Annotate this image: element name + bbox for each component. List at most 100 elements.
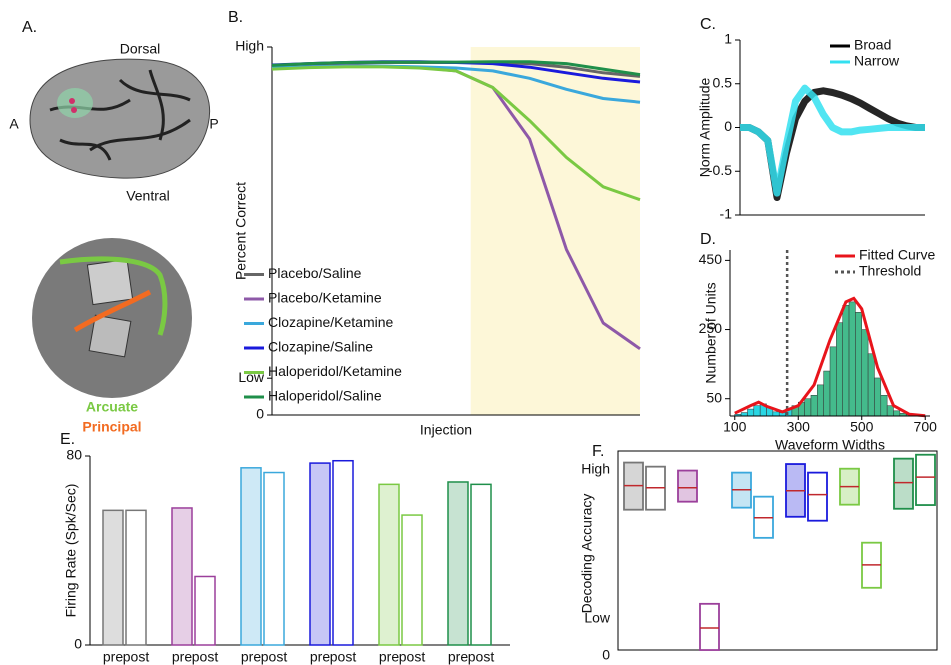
x-tick-label: 100 xyxy=(723,419,747,435)
principal-sulcus xyxy=(73,289,152,333)
bar xyxy=(378,483,400,646)
y-tick-label: High xyxy=(235,38,264,54)
histogram-bar xyxy=(861,329,869,417)
x-tick-label: pre xyxy=(241,649,261,665)
bar xyxy=(447,481,469,646)
array-dot xyxy=(69,98,75,104)
x-tick-label: 300 xyxy=(787,419,811,435)
y-tick-label: 0 xyxy=(724,118,732,134)
legend-label: Threshold xyxy=(859,263,921,279)
y-tick-label: 250 xyxy=(699,320,723,336)
orientation-label: A xyxy=(9,116,19,132)
series-line xyxy=(271,60,641,77)
histogram-bar xyxy=(772,411,780,417)
y-axis-title: Percent Correct xyxy=(233,182,249,280)
array xyxy=(88,314,132,358)
orientation-label: Dorsal xyxy=(120,41,160,57)
orientation-label: P xyxy=(209,116,218,132)
x-tick-label: 700 xyxy=(914,419,938,435)
x-tick-label: post xyxy=(330,649,357,665)
brain-image xyxy=(29,58,211,179)
bar xyxy=(309,462,331,646)
array-site xyxy=(57,88,93,118)
x-tick-label: pre xyxy=(379,649,399,665)
fitted-curve xyxy=(734,296,926,418)
legend-label: Haloperidol/Ketamine xyxy=(268,363,402,379)
box xyxy=(699,602,720,651)
y-axis-title: Number of Units xyxy=(703,282,719,383)
histogram-bar xyxy=(747,408,755,417)
legend-label: Clozapine/Saline xyxy=(268,339,373,355)
panel-label: E. xyxy=(60,431,75,448)
y-tick-label: -0.5 xyxy=(708,162,732,178)
y-tick-label: 0 xyxy=(256,406,264,422)
y-tick-label: 0 xyxy=(74,636,82,652)
y-tick-label: High xyxy=(581,460,610,476)
y-tick-label: 80 xyxy=(66,447,82,463)
box xyxy=(677,469,698,503)
x-tick-label: pre xyxy=(448,649,468,665)
sulcus-label: Arcuate xyxy=(86,399,138,415)
legend-label: Placebo/Ketamine xyxy=(268,290,382,306)
bar xyxy=(240,467,262,646)
box xyxy=(915,453,936,506)
series-line xyxy=(271,65,641,202)
histogram-bar xyxy=(848,301,856,417)
y-tick-label: 0.5 xyxy=(713,74,733,90)
injection-period xyxy=(470,47,640,415)
legend-label: Narrow xyxy=(854,53,900,69)
y-axis-title: Decoding Accuracy xyxy=(579,494,595,614)
series-line xyxy=(740,84,925,197)
histogram-bar xyxy=(753,405,761,417)
histogram-bar xyxy=(817,384,824,417)
histogram-bar xyxy=(836,322,843,417)
y-tick-label: -1 xyxy=(720,206,733,222)
histogram-bar xyxy=(874,377,882,417)
box xyxy=(807,471,828,522)
bar xyxy=(401,514,423,646)
panel-a: A. Dorsal Ventral A P Arcuate Principal xyxy=(9,19,218,434)
y-tick-label: 450 xyxy=(699,251,723,267)
histogram-bar xyxy=(880,395,888,417)
legend-label: Broad xyxy=(854,37,891,53)
x-tick-label: post xyxy=(261,649,288,665)
y-tick-label: 0 xyxy=(602,647,610,663)
x-tick-label: post xyxy=(123,649,150,665)
bar xyxy=(470,483,492,646)
x-tick-label: post xyxy=(192,649,219,665)
legend-label: Placebo/Saline xyxy=(268,265,362,281)
legend-label: Clozapine/Ketamine xyxy=(268,314,394,330)
x-tick-label: pre xyxy=(172,649,192,665)
y-tick-label: Low xyxy=(584,609,611,625)
array-dot xyxy=(71,107,77,113)
sulcus-label: Principal xyxy=(82,419,141,435)
histogram-bar xyxy=(829,346,837,417)
histogram-bar xyxy=(886,405,894,417)
array xyxy=(86,258,134,306)
y-tick-label: 1 xyxy=(724,31,732,47)
plot-frame xyxy=(617,450,938,651)
histogram-bar xyxy=(867,353,875,417)
legend-label: Haloperidol/Saline xyxy=(268,388,382,404)
bar xyxy=(332,459,354,646)
x-tick-label: post xyxy=(399,649,426,665)
histogram-bar xyxy=(810,395,818,417)
box xyxy=(893,457,914,510)
x-axis-title: Waveform Widths xyxy=(775,437,885,453)
histogram-bar xyxy=(823,370,831,417)
histogram-bar xyxy=(855,312,862,417)
x-axis-title: Injection xyxy=(420,422,472,438)
histogram-bar xyxy=(842,305,850,417)
bar xyxy=(194,575,216,646)
arcuate-sulcus xyxy=(59,256,168,336)
legend-label: Fitted Curve xyxy=(859,247,935,263)
bar xyxy=(125,509,147,646)
panel-label: B. xyxy=(228,9,243,26)
y-axis-title: Firing Rate (Spk/Sec) xyxy=(63,484,79,618)
histogram-bar xyxy=(893,410,901,417)
bar xyxy=(263,471,285,646)
bar xyxy=(102,509,124,646)
panel-label: F. xyxy=(592,443,604,460)
x-tick-label: pre xyxy=(103,649,123,665)
